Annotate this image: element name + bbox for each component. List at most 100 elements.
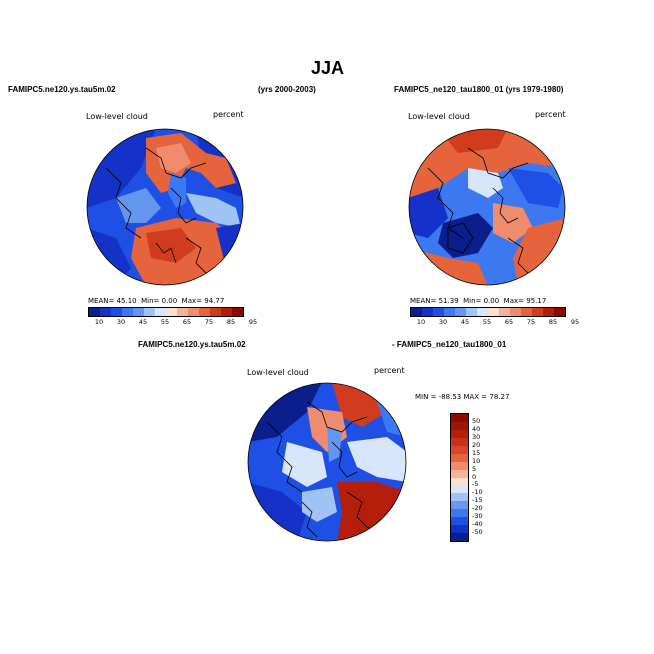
panel1-min-value: 0.00 — [161, 297, 178, 305]
colorbar-swatch — [451, 429, 468, 438]
colorbar-tick-label: -15 — [472, 496, 483, 505]
colorbar-tick-label: 5 — [472, 464, 477, 473]
colorbar-swatch — [451, 477, 468, 486]
panel2-polar-map — [408, 128, 566, 286]
colorbar-tick-label: 45 — [138, 318, 148, 326]
colorbar-swatch — [499, 308, 510, 316]
panel1-case-label: FAMIPC5.ne120.ys.tau5m.02 — [8, 85, 116, 94]
colorbar-swatch — [451, 461, 468, 470]
colorbar-swatch — [451, 421, 468, 430]
colorbar-swatch — [455, 308, 466, 316]
colorbar-swatch — [111, 308, 122, 316]
colorbar-swatch — [477, 308, 488, 316]
colorbar-tick-label: 75 — [204, 318, 214, 326]
colorbar-tick-label: 10 — [416, 318, 426, 326]
colorbar-swatch — [89, 308, 100, 316]
colorbar-tick-label: 95 — [248, 318, 258, 326]
colorbar-tick-label: -10 — [472, 488, 483, 497]
colorbar-swatch — [532, 308, 543, 316]
colorbar-swatch — [554, 308, 565, 316]
panel1-stats: MEAN= 45.10 Min= 0.00 Max= 94.77 — [88, 297, 224, 305]
colorbar-swatch — [433, 308, 444, 316]
colorbar-swatch — [451, 469, 468, 478]
panel1-min-label: Min= — [141, 297, 160, 305]
panel2-case-label: FAMIPC5_ne120_tau1800_01 (yrs 1979-1980) — [394, 85, 564, 94]
panel3-polar-map — [247, 382, 407, 542]
colorbar-swatch — [451, 509, 468, 518]
colorbar-tick-label: 15 — [472, 448, 481, 457]
colorbar-tick-label: 10 — [94, 318, 104, 326]
panel2-max-value: 95.17 — [526, 297, 547, 305]
panel1-polar-map — [86, 128, 244, 286]
colorbar-tick-label: 50 — [472, 416, 481, 425]
colorbar-swatch — [155, 308, 166, 316]
colorbar-swatch — [488, 308, 499, 316]
colorbar-tick-label: 30 — [438, 318, 448, 326]
panel1-years-label: (yrs 2000-2003) — [258, 85, 316, 94]
panel2-max-label: Max= — [503, 297, 525, 305]
panel3-case-label-left: FAMIPC5.ne120.ys.tau5m.02 — [138, 340, 246, 349]
panel3-variable-label: Low-level cloud — [247, 368, 309, 377]
panel1-mean-value: 45.10 — [116, 297, 137, 305]
colorbar-tick-label: 85 — [226, 318, 236, 326]
colorbar-swatch — [100, 308, 111, 316]
colorbar-swatch — [451, 445, 468, 454]
colorbar-swatch — [451, 533, 468, 541]
colorbar-swatch — [451, 501, 468, 510]
colorbar-swatch — [133, 308, 144, 316]
panel1-colorbar — [88, 307, 244, 317]
colorbar-tick-label: 0 — [472, 472, 477, 481]
colorbar-tick-label: 95 — [570, 318, 580, 326]
colorbar-tick-label: -40 — [472, 520, 483, 529]
colorbar-swatch — [188, 308, 199, 316]
colorbar-swatch — [451, 493, 468, 502]
panel2-stats: MEAN= 51.39 Min= 0.00 Max= 95.17 — [410, 297, 546, 305]
colorbar-swatch — [451, 453, 468, 462]
colorbar-swatch — [166, 308, 177, 316]
panel3-units-label: percent — [374, 366, 405, 375]
colorbar-tick-label: 20 — [472, 440, 481, 449]
colorbar-tick-label: -50 — [472, 528, 483, 537]
panel2-min-value: 0.00 — [483, 297, 500, 305]
figure-title: JJA — [311, 58, 345, 78]
colorbar-tick-label: 40 — [472, 424, 481, 433]
colorbar-swatch — [521, 308, 532, 316]
colorbar-tick-label: 55 — [482, 318, 492, 326]
colorbar-swatch — [144, 308, 155, 316]
panel3-case-label-right: - FAMIPC5_ne120_tau1800_01 — [392, 340, 507, 349]
colorbar-tick-label: 30 — [472, 432, 481, 441]
colorbar-swatch — [451, 414, 468, 422]
panel2-units-label: percent — [535, 110, 566, 119]
panel2-mean-label: MEAN= — [410, 297, 437, 305]
colorbar-swatch — [444, 308, 455, 316]
panel2-variable-label: Low-level cloud — [408, 112, 470, 121]
panel2-mean-value: 51.39 — [438, 297, 459, 305]
colorbar-tick-label: 65 — [504, 318, 514, 326]
colorbar-tick-label: -30 — [472, 512, 483, 521]
colorbar-swatch — [411, 308, 422, 316]
panel1-mean-label: MEAN= — [88, 297, 115, 305]
panel1-units-label: percent — [213, 110, 244, 119]
colorbar-swatch — [510, 308, 521, 316]
colorbar-swatch — [199, 308, 210, 316]
colorbar-swatch — [221, 308, 232, 316]
panel1-variable-label: Low-level cloud — [86, 112, 148, 121]
colorbar-swatch — [543, 308, 554, 316]
colorbar-swatch — [451, 485, 468, 494]
panel3-stats: MIN = -88.53 MAX = 78.27 — [415, 393, 510, 401]
colorbar-tick-label: 85 — [548, 318, 558, 326]
colorbar-tick-label: -5 — [472, 480, 479, 489]
colorbar-tick-label: 55 — [160, 318, 170, 326]
colorbar-tick-label: 30 — [116, 318, 126, 326]
colorbar-tick-label: 45 — [460, 318, 470, 326]
panel2-min-label: Min= — [463, 297, 482, 305]
colorbar-swatch — [177, 308, 188, 316]
colorbar-swatch — [466, 308, 477, 316]
panel1-max-label: Max= — [181, 297, 203, 305]
colorbar-swatch — [232, 308, 243, 316]
colorbar-tick-label: 65 — [182, 318, 192, 326]
panel3-colorbar — [450, 413, 469, 542]
colorbar-swatch — [451, 437, 468, 446]
colorbar-tick-label: -20 — [472, 504, 483, 513]
panel2-colorbar — [410, 307, 566, 317]
